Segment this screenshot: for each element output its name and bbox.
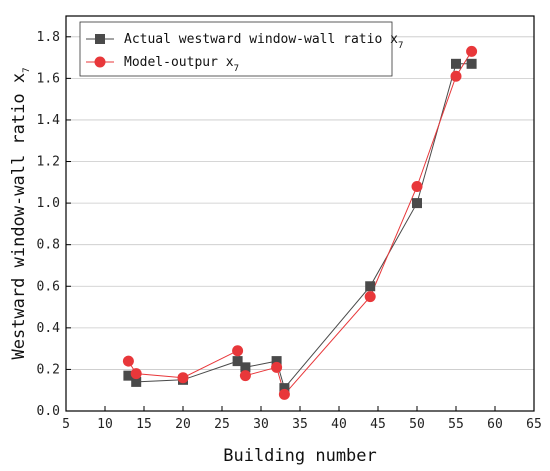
data-point-square	[131, 376, 142, 387]
x-tick-label: 10	[97, 417, 113, 432]
series-line-1	[127, 51, 473, 396]
data-point-circle	[364, 291, 376, 303]
legend: Actual westward window-wall ratio x7 Mod…	[79, 21, 403, 77]
x-tick-label: 65	[526, 417, 542, 432]
x-tick-label: 50	[409, 417, 425, 432]
y-tick-label: 0.6	[37, 279, 60, 294]
data-point-square	[365, 281, 376, 292]
x-tick-label: 35	[292, 417, 308, 432]
data-point-square	[240, 362, 251, 373]
y-tick-label: 1.2	[37, 155, 60, 170]
data-point-circle	[122, 355, 134, 367]
data-point-circle	[177, 372, 189, 384]
legend-square-marker	[95, 34, 105, 44]
legend-item-actual: Actual westward window-wall ratio x7	[86, 32, 403, 51]
x-tick-label: 40	[331, 417, 347, 432]
legend-circle-marker	[94, 56, 106, 68]
y-tick-label: 0.4	[37, 321, 61, 336]
data-point-circle	[411, 180, 423, 192]
data-point-square	[466, 58, 477, 69]
data-point-square	[412, 198, 422, 209]
grid-lines	[66, 36, 534, 370]
x-tick-label: 45	[370, 417, 386, 432]
axis-ticks: 0.0 0.2 0.4 0.6 0.8 1.0 1.2 1.4 1.6 1.8 5 10 15 20 25 3…	[37, 30, 542, 432]
y-tick-label: 1.0	[37, 196, 60, 211]
data-point-square	[271, 356, 282, 367]
series-layer	[122, 45, 478, 400]
legend-label-model: Model-outpur x7	[124, 55, 239, 74]
x-tick-label: 60	[487, 417, 503, 432]
x-axis-label: Building number	[223, 446, 377, 466]
data-point-circle	[232, 345, 244, 357]
x-tick-label: 55	[448, 417, 464, 432]
y-tick-label: 0.8	[37, 238, 60, 253]
x-tick-label: 25	[214, 417, 230, 432]
data-point-square	[279, 383, 290, 394]
y-tick-label: 0.2	[37, 362, 60, 377]
x-tick-label: 5	[62, 417, 70, 432]
data-point-square	[232, 356, 243, 367]
y-tick-label: 1.8	[37, 30, 60, 45]
legend-item-model: Model-outpur x7	[86, 55, 239, 74]
x-tick-label: 20	[175, 417, 191, 432]
series-line-0	[128, 63, 472, 390]
legend-label-actual: Actual westward window-wall ratio x7	[124, 32, 403, 51]
y-tick-label: 1.4	[37, 113, 61, 128]
data-point-circle	[278, 388, 290, 400]
data-point-circle	[239, 370, 251, 382]
y-tick-label: 0.0	[37, 404, 60, 419]
x-tick-label: 15	[136, 417, 152, 432]
y-tick-label: 1.6	[37, 71, 60, 86]
data-point-circle	[130, 368, 142, 380]
x-tick-label: 30	[253, 417, 269, 432]
data-point-circle	[450, 70, 462, 82]
data-point-square	[123, 370, 134, 381]
legend-box	[79, 21, 393, 77]
data-point-square	[451, 58, 461, 69]
data-point-circle	[271, 361, 283, 373]
y-axis-label: Westward window-wall ratio x7	[9, 68, 32, 360]
data-point-circle	[466, 45, 478, 57]
